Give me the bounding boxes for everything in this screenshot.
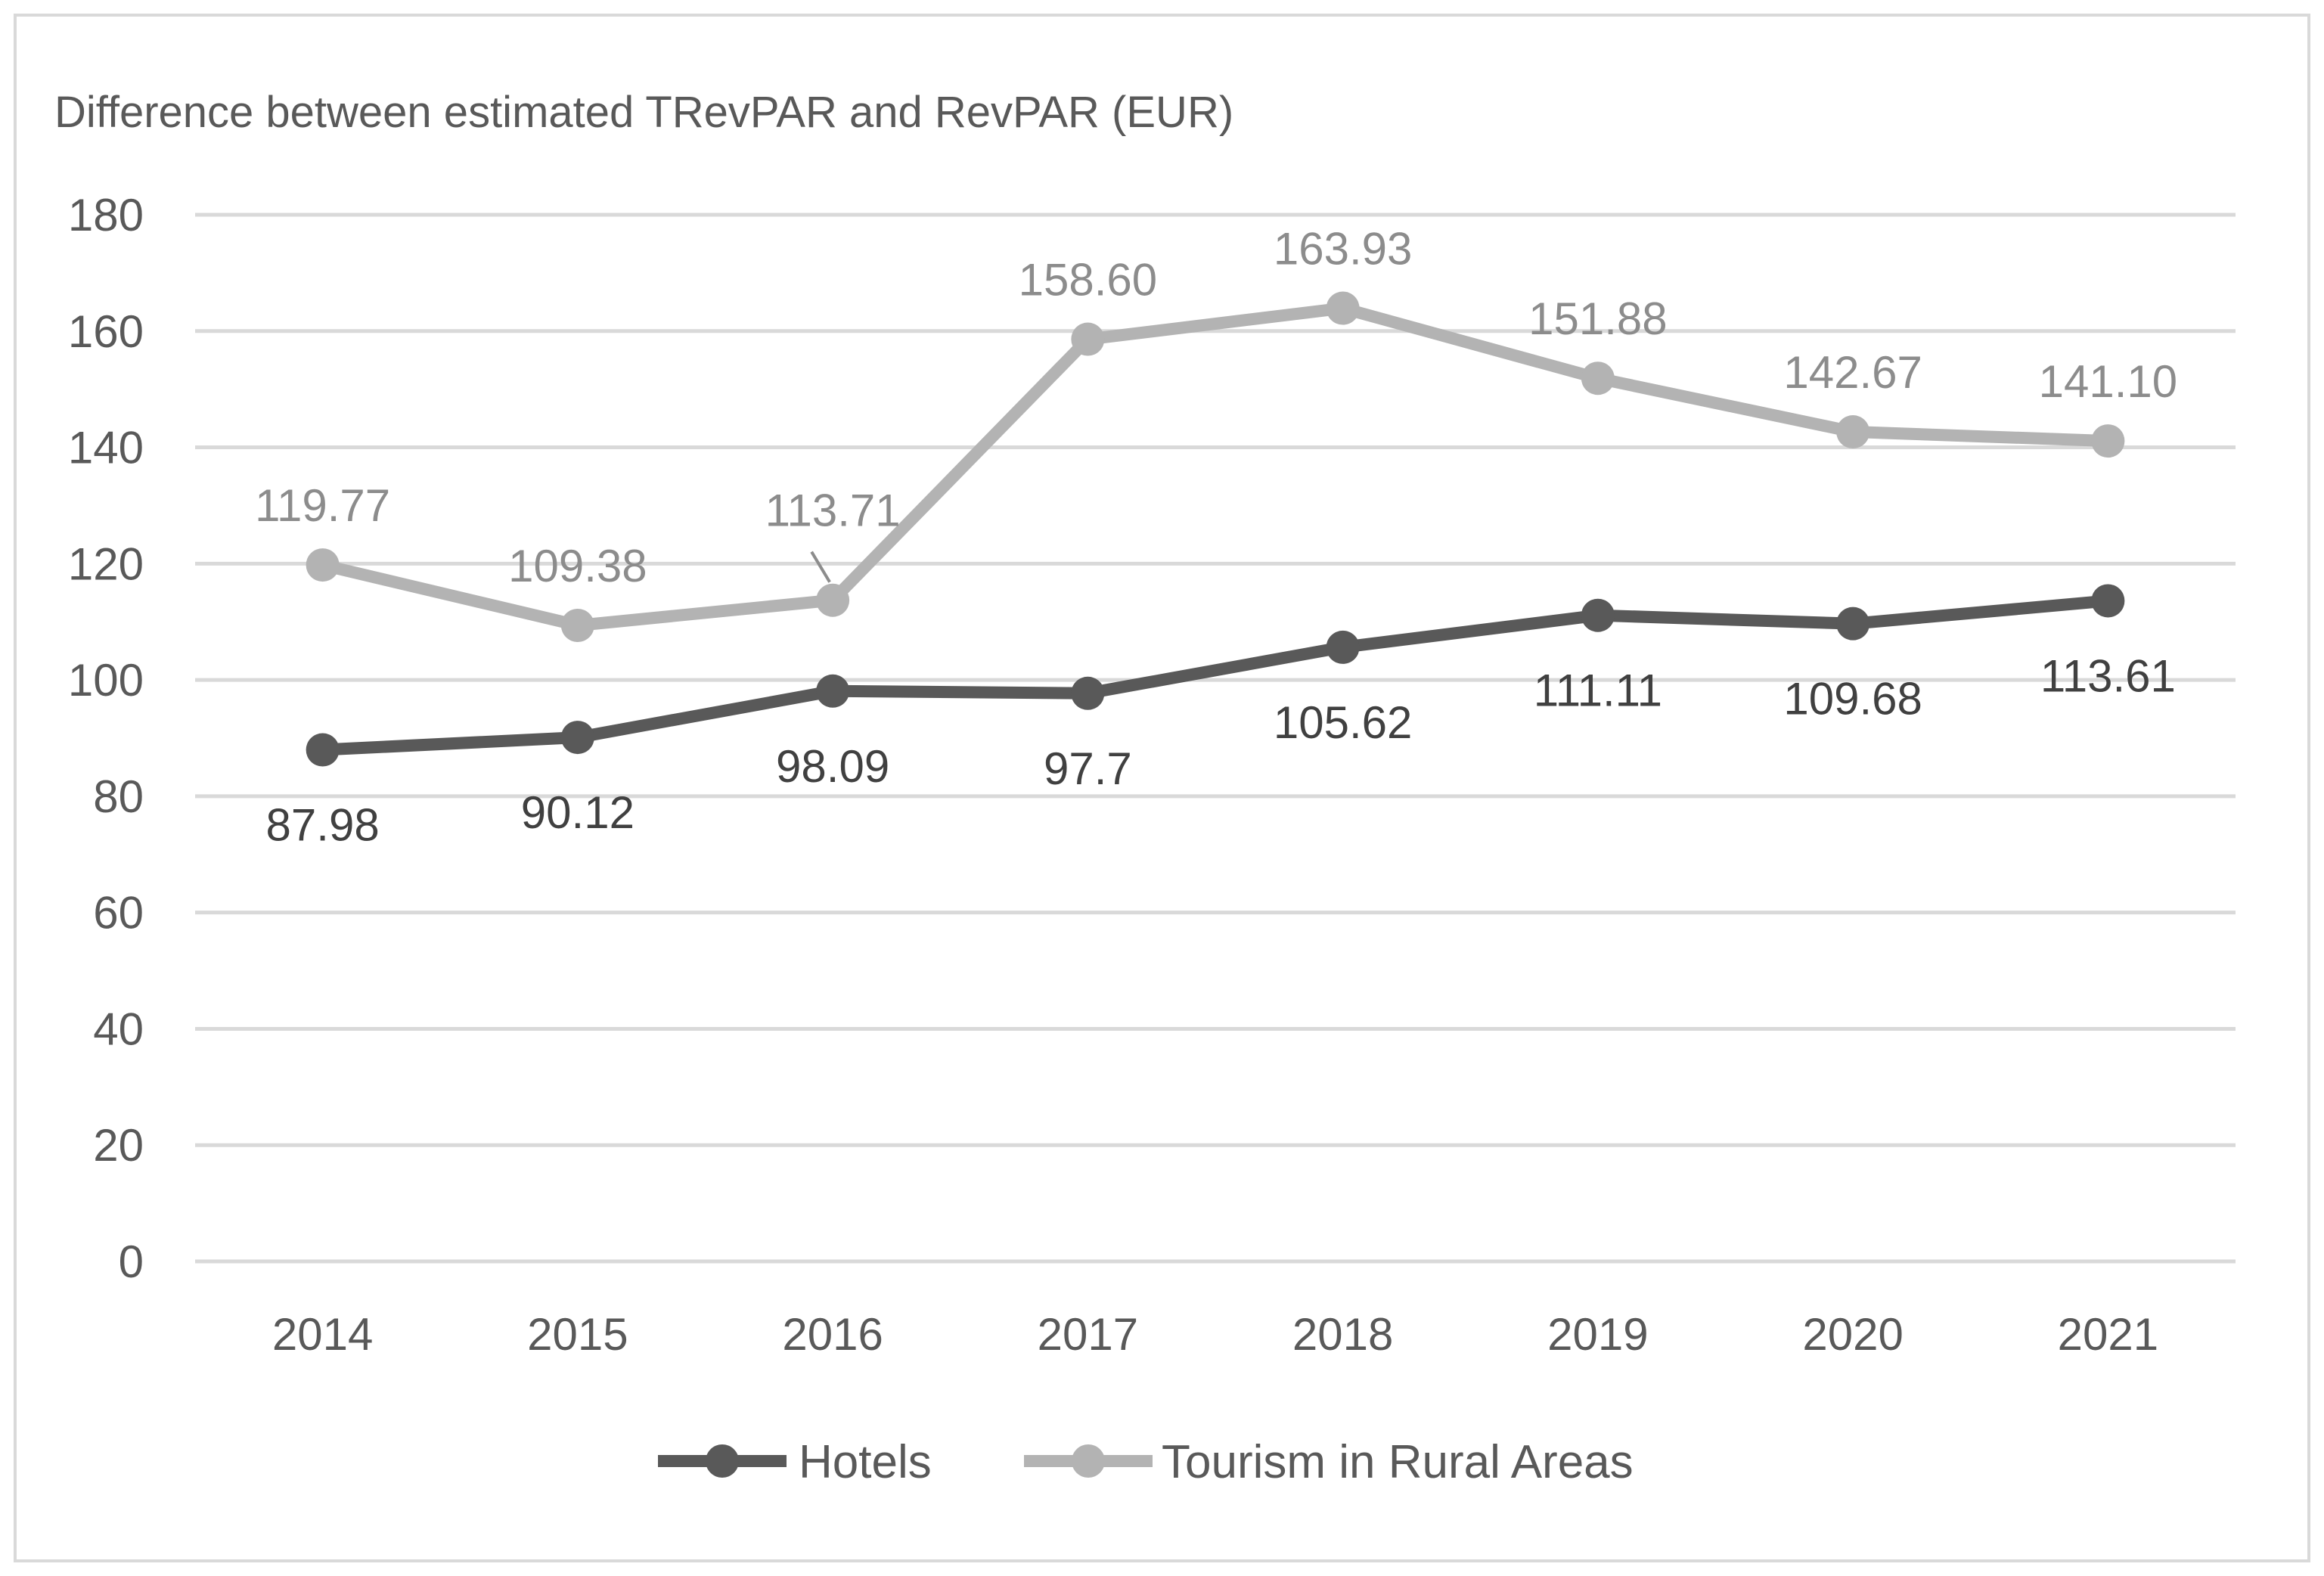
y-tick-label-120: 120 — [68, 538, 144, 589]
data-label-hotels-2016: 98.09 — [776, 741, 889, 792]
data-label-hotels-2018: 105.62 — [1274, 697, 1413, 748]
data-labels: 87.98 90.12 98.09 97.7 105.62 111.11 109.68 113… — [255, 224, 2177, 851]
gridlines — [195, 213, 2236, 1264]
marker-tourism-in-rural-areas-2016 — [816, 583, 850, 617]
series-line-tourism-in-rural-areas — [316, 302, 2115, 631]
x-tick-label-2019: 2019 — [1547, 1309, 1648, 1360]
data-label-tourism-in-rural-areas-2021: 141.10 — [2039, 356, 2178, 407]
marker-tourism-in-rural-areas-2021 — [2091, 424, 2125, 458]
data-label-hotels-2015: 90.12 — [521, 787, 635, 838]
marker-tourism-in-rural-areas-2018 — [1326, 291, 1360, 325]
legend-label-hotels: Hotels — [799, 1436, 932, 1488]
data-label-tourism-in-rural-areas-2020: 142.67 — [1783, 347, 1922, 398]
data-label-hotels-2019: 111.11 — [1534, 665, 1662, 716]
x-axis-ticks: 2014 2015 2016 2017 2018 2019 2020 2021 — [272, 1309, 2158, 1360]
legend: Hotels Tourism in Rural Areas — [658, 1436, 1634, 1488]
x-tick-label-2018: 2018 — [1292, 1309, 1393, 1360]
marker-tourism-in-rural-areas-2019 — [1581, 361, 1615, 396]
marker-hotels-2017 — [1071, 676, 1105, 710]
x-tick-label-2017: 2017 — [1038, 1309, 1138, 1360]
marker-hotels-2021 — [2091, 584, 2125, 618]
marker-tourism-in-rural-areas-2020 — [1836, 415, 1870, 449]
marker-hotels-2014 — [306, 733, 340, 767]
leader-line-tourism-in-rural-areas-2016 — [810, 551, 831, 583]
x-tick-label-2021: 2021 — [2058, 1309, 2158, 1360]
series-line-hotels — [316, 594, 2115, 756]
y-tick-label-80: 80 — [93, 771, 144, 822]
marker-tourism-in-rural-areas-2015 — [560, 608, 594, 642]
legend-marker-hotels — [706, 1444, 739, 1478]
x-tick-label-2016: 2016 — [782, 1309, 883, 1360]
data-label-tourism-in-rural-areas-2016: 113.71 — [765, 486, 901, 536]
data-label-tourism-in-rural-areas-2017: 158.60 — [1019, 255, 1158, 306]
y-axis-ticks: 0 20 40 60 80 100 120 140 160 180 — [68, 190, 144, 1287]
y-tick-label-20: 20 — [93, 1120, 144, 1171]
chart-title: Difference between estimated TRevPAR and… — [54, 88, 1233, 137]
data-label-tourism-in-rural-areas-2018: 163.93 — [1274, 224, 1413, 275]
data-label-tourism-in-rural-areas-2019: 151.88 — [1528, 293, 1668, 344]
y-tick-label-0: 0 — [119, 1236, 144, 1287]
data-label-hotels-2021: 113.61 — [2040, 650, 2176, 701]
marker-hotels-2019 — [1581, 598, 1615, 632]
y-tick-label-60: 60 — [93, 888, 144, 938]
data-label-hotels-2017: 97.7 — [1044, 743, 1132, 794]
marker-hotels-2015 — [560, 721, 594, 755]
data-label-hotels-2020: 109.68 — [1783, 674, 1922, 724]
marker-tourism-in-rural-areas-2014 — [306, 548, 340, 582]
chart-frame — [14, 14, 2310, 1562]
marker-hotels-2018 — [1326, 630, 1360, 664]
y-tick-label-40: 40 — [93, 1004, 144, 1054]
legend-label-tourism-in-rural-areas: Tourism in Rural Areas — [1162, 1436, 1634, 1488]
series-lines — [306, 291, 2125, 767]
marker-tourism-in-rural-areas-2017 — [1071, 322, 1105, 356]
legend-marker-tourism-in-rural-areas — [1072, 1444, 1105, 1478]
data-label-tourism-in-rural-areas-2014: 119.77 — [255, 480, 390, 531]
marker-hotels-2020 — [1836, 607, 1870, 641]
y-tick-label-140: 140 — [68, 423, 144, 473]
data-label-hotels-2014: 87.98 — [266, 800, 380, 851]
x-tick-label-2015: 2015 — [527, 1309, 628, 1360]
y-tick-label-180: 180 — [68, 190, 144, 240]
x-tick-label-2020: 2020 — [1802, 1309, 1903, 1360]
y-tick-label-160: 160 — [68, 306, 144, 357]
y-tick-label-100: 100 — [68, 655, 144, 706]
data-label-tourism-in-rural-areas-2015: 109.38 — [508, 541, 647, 591]
x-tick-label-2014: 2014 — [272, 1309, 373, 1360]
marker-hotels-2016 — [816, 674, 850, 708]
